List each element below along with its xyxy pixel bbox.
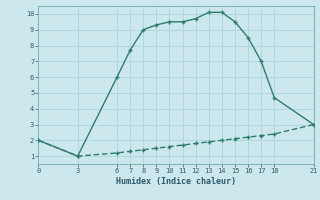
X-axis label: Humidex (Indice chaleur): Humidex (Indice chaleur)	[116, 177, 236, 186]
